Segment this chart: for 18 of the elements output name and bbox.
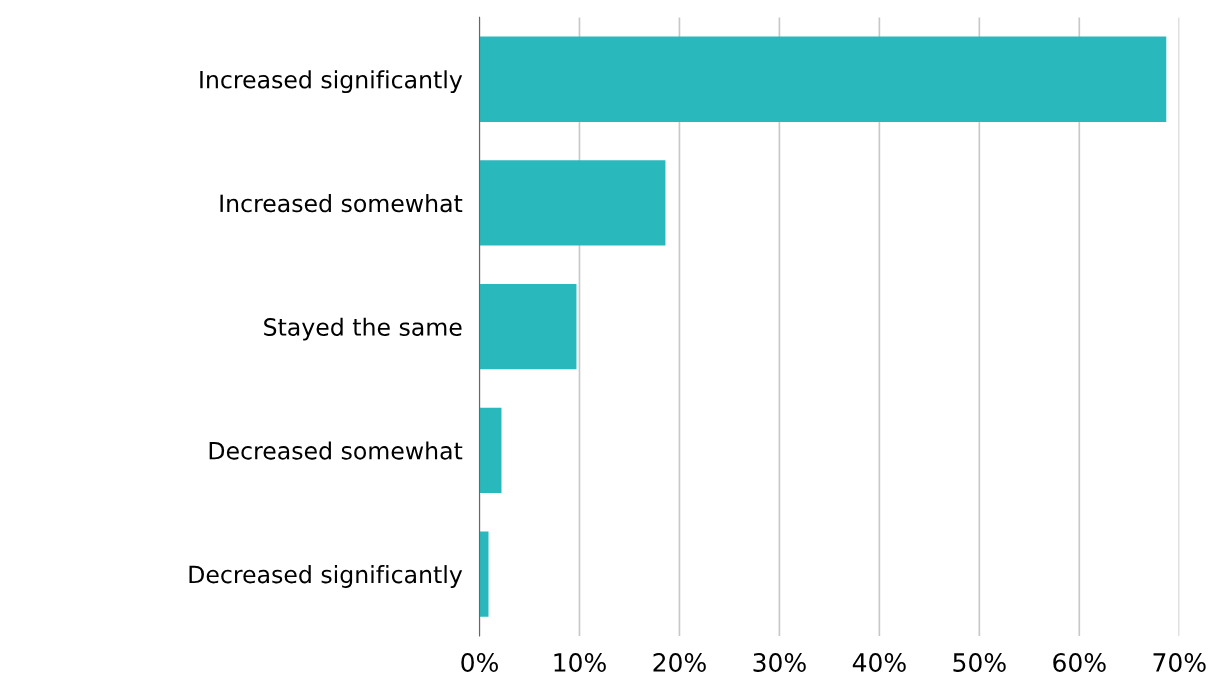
bar (479, 160, 666, 246)
x-tick-label: 30% (753, 653, 806, 672)
x-tick-label: 50% (953, 653, 1006, 672)
x-tick-label: 60% (1053, 653, 1106, 672)
x-tick-label: 0% (461, 653, 498, 672)
x-tick-label: 70% (1153, 653, 1206, 672)
y-tick-label: Decreased significantly (189, 565, 463, 588)
y-tick-label: Increased significantly (200, 70, 463, 94)
y-tick-label: Decreased somewhat (209, 441, 463, 460)
bar (479, 283, 577, 370)
x-tick-label: 10% (554, 653, 606, 672)
bar (479, 36, 1167, 122)
y-tick-label: Increased somewhat (220, 193, 463, 213)
bar (479, 531, 489, 617)
y-tick-label: Stayed the same (264, 317, 462, 341)
x-tick-label: 20% (653, 653, 706, 672)
bar (479, 407, 502, 494)
x-tick-label: 40% (852, 653, 906, 672)
